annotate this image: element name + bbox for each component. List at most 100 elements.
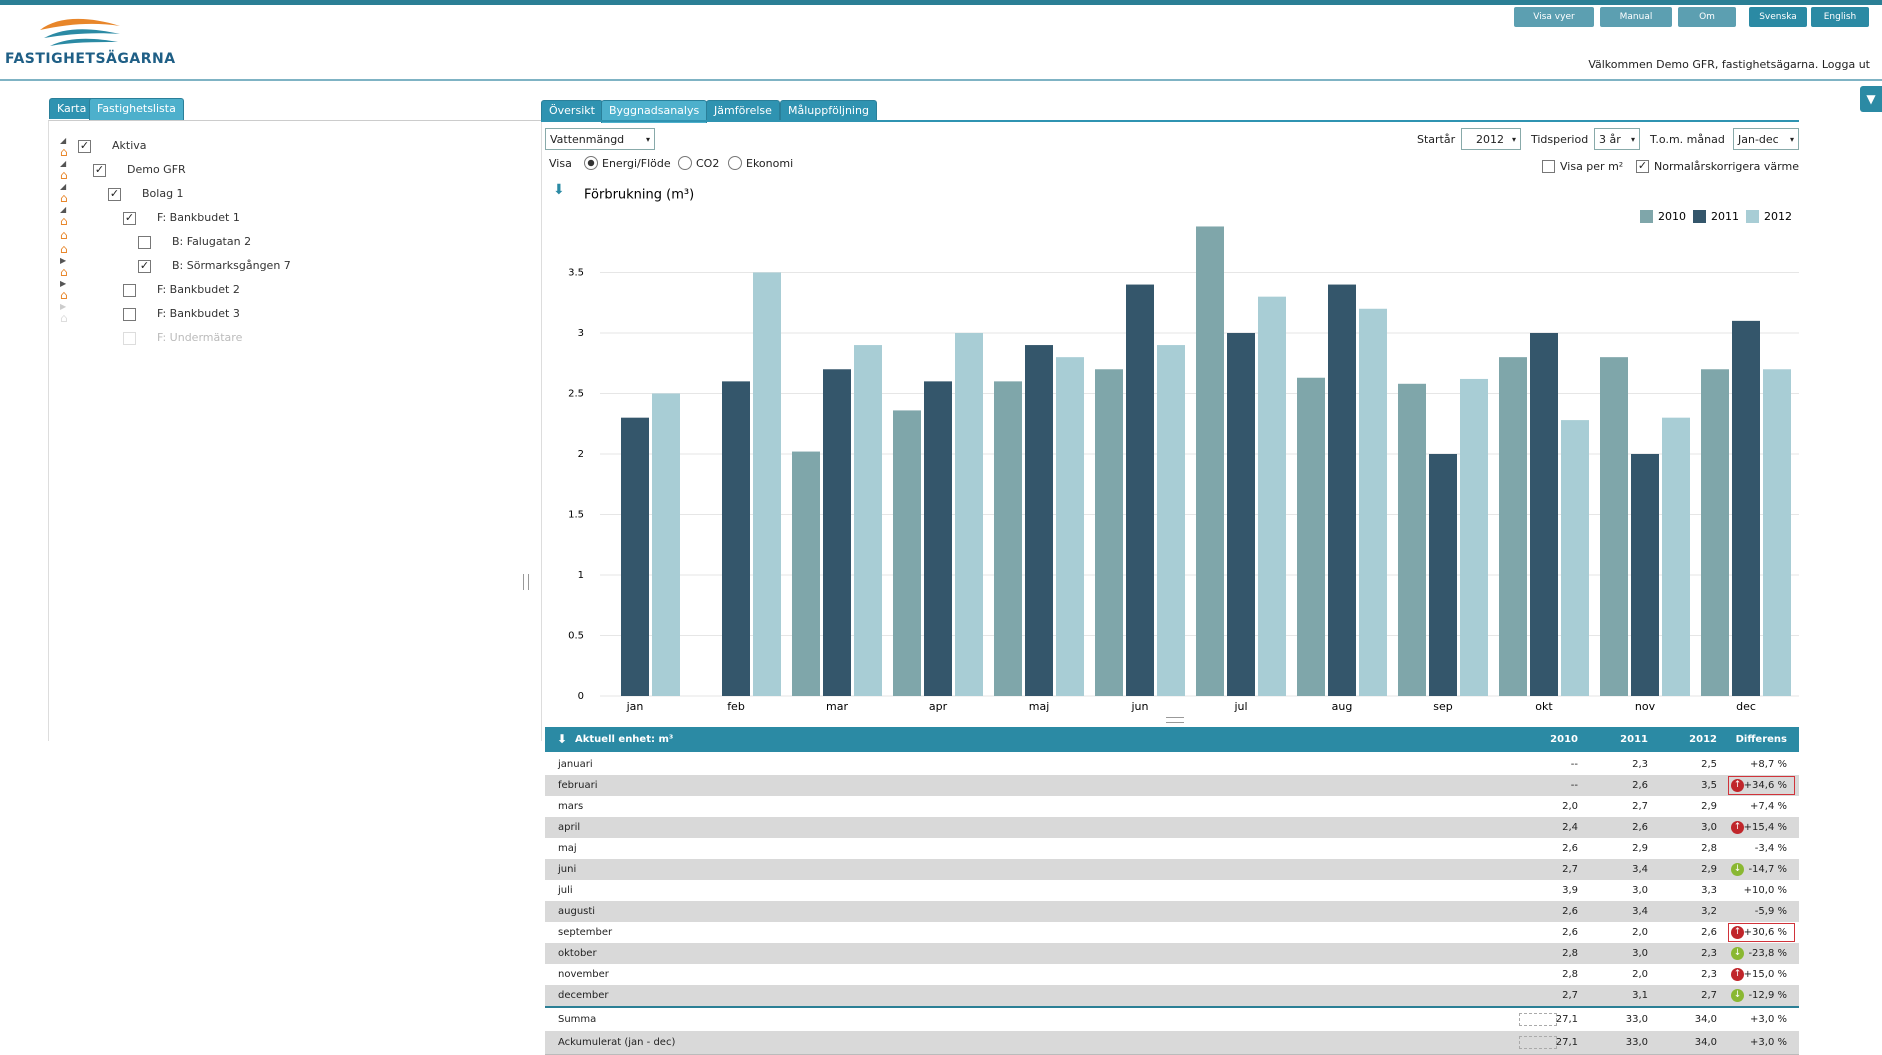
checkbox[interactable]: ✓	[1636, 159, 1649, 173]
tree-checkbox[interactable]: ✓	[138, 259, 151, 273]
dashed-box	[1519, 1013, 1557, 1026]
cell: +3,0 %	[1750, 1037, 1787, 1048]
bar	[1056, 357, 1084, 696]
radio[interactable]	[728, 156, 742, 170]
bar	[1499, 357, 1527, 696]
tree-label[interactable]: B: Falugatan 2	[172, 235, 252, 248]
tree-label[interactable]: F: Bankbudet 1	[157, 211, 240, 224]
tree-label[interactable]: F: Bankbudet 2	[157, 283, 240, 296]
tree-checkbox[interactable]: ✓	[108, 187, 121, 201]
checkbox-label[interactable]: Visa per m²	[1560, 160, 1624, 173]
y-tick-label: 0	[578, 691, 584, 702]
bar	[1227, 332, 1255, 696]
bar	[1126, 284, 1154, 696]
tree-label: F: Undermätare	[157, 331, 243, 344]
start-input[interactable]: 2012	[1461, 128, 1521, 151]
period-select[interactable]: 3 år	[1594, 128, 1640, 151]
header-button[interactable]: Om	[1678, 7, 1736, 27]
tree-checkbox[interactable]: ✓	[123, 211, 136, 225]
table-row: juli 3,9 3,0 3,3 +10,0 %	[545, 880, 1799, 901]
cell: +34,6 %	[1743, 780, 1787, 791]
header-button[interactable]: Manual	[1600, 7, 1672, 27]
cell: 3,1	[1632, 990, 1648, 1001]
tree-checkbox[interactable]: ✓	[78, 139, 91, 153]
cell: 2,9	[1701, 864, 1717, 875]
row-label: april	[558, 822, 581, 833]
bar	[1157, 345, 1185, 696]
x-tick-label: nov	[1635, 700, 1656, 713]
table-row: januari -- 2,3 2,5 +8,7 %	[545, 754, 1799, 775]
tab[interactable]: Karta	[49, 98, 95, 119]
tree-expander[interactable]: ◢	[60, 159, 67, 168]
download-icon[interactable]: ⬇	[557, 732, 568, 746]
cell: -23,8 %	[1748, 948, 1787, 959]
bar	[1196, 226, 1224, 696]
cell: +30,6 %	[1743, 927, 1787, 938]
cell: 2,8	[1562, 948, 1578, 959]
logo-mark	[40, 18, 120, 46]
tree-checkbox[interactable]	[123, 308, 136, 321]
tree-label[interactable]: F: Bankbudet 3	[157, 307, 240, 320]
cell: +8,7 %	[1750, 759, 1787, 770]
logo-text: FASTIGHETSÄGARNA	[5, 51, 176, 67]
header-cell: Aktuell enhet: m³	[575, 734, 674, 745]
download-icon[interactable]: ⬇	[553, 182, 565, 198]
tree-expander[interactable]: ◢	[60, 182, 67, 191]
radio[interactable]	[584, 156, 598, 170]
tree-expander[interactable]: ▶	[60, 279, 67, 288]
logout-link[interactable]: Logga ut	[1821, 58, 1870, 71]
x-tick-label: jan	[626, 700, 644, 713]
tab[interactable]: Måluppföljning	[780, 100, 877, 121]
tab[interactable]: Översikt	[541, 100, 603, 121]
checkbox[interactable]	[1542, 160, 1555, 173]
row-label: november	[558, 969, 609, 980]
table-row: september 2,6 2,0 2,6 +30,6 % ↑	[545, 922, 1799, 943]
tab[interactable]: Jämförelse	[706, 100, 780, 121]
tree-label[interactable]: B: Sörmarksgången 7	[172, 259, 291, 272]
table-row: november 2,8 2,0 2,3 +15,0 % ↑	[545, 964, 1799, 985]
table-header: ⬇ Aktuell enhet: m³ 2010 2011 2012 Differens	[545, 727, 1799, 752]
radio-label[interactable]: CO2	[696, 157, 720, 170]
row-label: Summa	[558, 1014, 597, 1025]
tree-label[interactable]: Bolag 1	[142, 187, 184, 200]
legend-label: 2012	[1764, 210, 1792, 223]
cell: 3,0	[1632, 885, 1648, 896]
header-button[interactable]: English	[1811, 7, 1869, 27]
bar	[1662, 417, 1690, 696]
data-table: ⬇ Aktuell enhet: m³ 2010 2011 2012 Differens j…	[545, 727, 1799, 1055]
left-panel	[48, 120, 542, 741]
cell: -12,9 %	[1748, 990, 1787, 1001]
radio-label[interactable]: Ekonomi	[746, 157, 794, 170]
legend-swatch	[1746, 210, 1759, 223]
tab[interactable]: Byggnadsanalys	[601, 100, 708, 123]
tree-checkbox[interactable]	[123, 284, 136, 297]
tree-icon: ⌂	[60, 168, 68, 182]
tree-label[interactable]: Aktiva	[112, 139, 147, 152]
cell: 2,0	[1632, 927, 1648, 938]
tree-checkbox[interactable]	[138, 236, 151, 249]
y-tick-label: 2	[578, 449, 584, 460]
radio[interactable]	[678, 156, 692, 170]
bar	[1328, 284, 1356, 696]
tree-checkbox[interactable]: ✓	[93, 163, 106, 177]
splitter[interactable]	[523, 574, 529, 590]
filter-button[interactable]: ▼	[1860, 86, 1882, 112]
checkbox-label[interactable]: Normalårskorrigera värme	[1654, 160, 1799, 173]
cell: +10,0 %	[1743, 885, 1787, 896]
tree-expander[interactable]: ◢	[60, 136, 67, 145]
measure-select[interactable]: Vattenmängd	[545, 128, 655, 151]
tree-expander[interactable]: ▶	[60, 256, 67, 265]
month-select[interactable]: Jan-dec	[1733, 128, 1799, 151]
header-button[interactable]: Visa vyer	[1514, 7, 1594, 27]
header-button[interactable]: Svenska	[1749, 7, 1807, 27]
tree-expander[interactable]: ◢	[60, 205, 67, 214]
radio-label[interactable]: Energi/Flöde	[602, 157, 671, 170]
bar	[854, 345, 882, 696]
resize-handle[interactable]	[1166, 717, 1184, 723]
tree-label[interactable]: Demo GFR	[127, 163, 186, 176]
tab[interactable]: Fastighetslista	[89, 98, 184, 121]
bar	[1732, 320, 1760, 696]
tree-expander: ▶	[60, 302, 67, 311]
tree-icon: ⌂	[60, 228, 68, 242]
